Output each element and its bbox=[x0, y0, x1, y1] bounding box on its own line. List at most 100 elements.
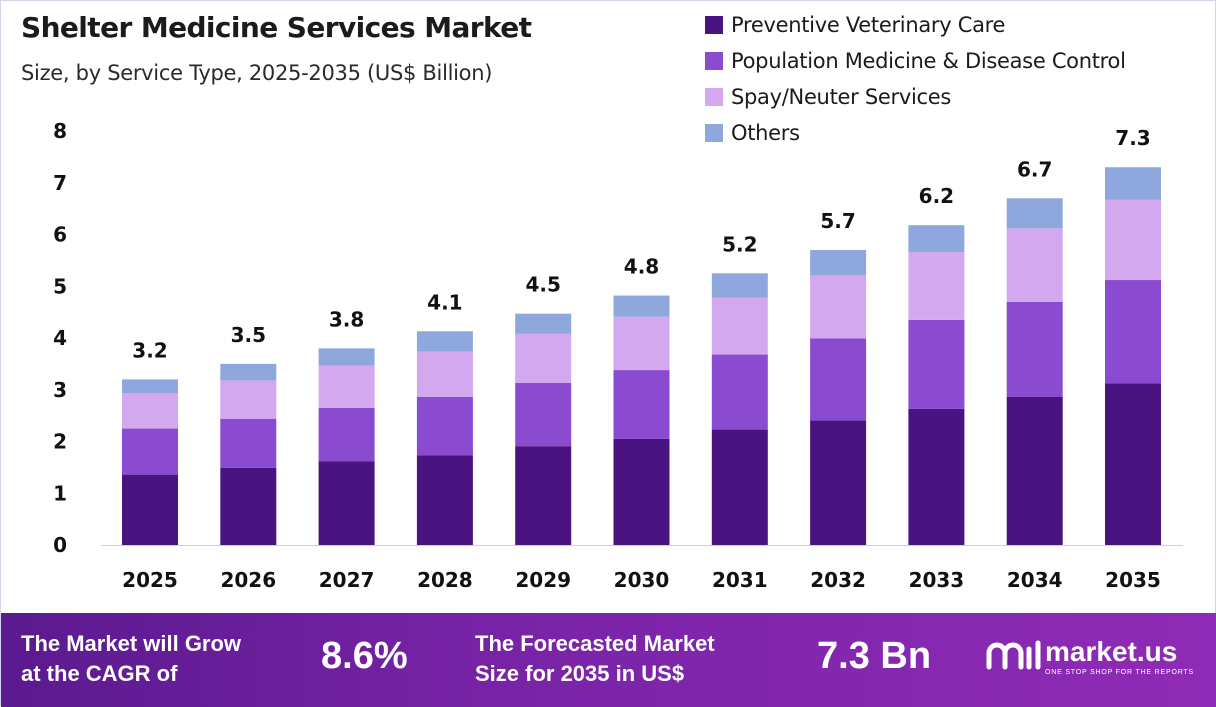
legend-item-preventive: Preventive Veterinary Care bbox=[705, 7, 1126, 43]
bar-segment-1 bbox=[220, 467, 277, 545]
bar-total-label: 4.1 bbox=[427, 290, 462, 314]
bar-segment-4 bbox=[711, 273, 768, 298]
bar-segment-3 bbox=[711, 297, 768, 355]
bar-total-label: 5.7 bbox=[820, 209, 855, 233]
forecast-caption-line1: The Forecasted Market bbox=[475, 631, 715, 656]
legend-label-others: Others bbox=[731, 121, 800, 145]
bar-total-label: 3.5 bbox=[231, 323, 266, 347]
bar-segment-2 bbox=[711, 354, 768, 430]
bar-segment-2 bbox=[1006, 301, 1063, 397]
x-tick-label: 2032 bbox=[810, 568, 866, 592]
bar-total-label: 4.8 bbox=[624, 255, 659, 279]
legend-swatch-population bbox=[705, 52, 723, 70]
bar-segment-3 bbox=[122, 393, 178, 429]
brand-name: market.us bbox=[1045, 636, 1178, 667]
bar-total-label: 3.8 bbox=[329, 307, 364, 331]
legend-item-population: Population Medicine & Disease Control bbox=[705, 43, 1126, 79]
x-tick-label: 2028 bbox=[417, 568, 473, 592]
bar-segment-2 bbox=[613, 370, 670, 439]
x-tick-label: 2035 bbox=[1105, 568, 1161, 592]
x-tick-label: 2030 bbox=[614, 568, 670, 592]
y-tick-label: 0 bbox=[53, 533, 67, 557]
legend-label-spay-neuter: Spay/Neuter Services bbox=[731, 85, 951, 109]
legend-swatch-spay-neuter bbox=[705, 88, 723, 106]
bar-segment-4 bbox=[515, 313, 572, 334]
bar-segment-2 bbox=[1105, 280, 1161, 384]
market-us-logo-icon bbox=[986, 640, 1041, 670]
legend-label-population: Population Medicine & Disease Control bbox=[731, 49, 1126, 73]
forecast-caption-line2: Size for 2035 in US$ bbox=[475, 661, 685, 686]
bar-segment-1 bbox=[1105, 383, 1161, 545]
bar-segment-1 bbox=[318, 461, 375, 545]
bar-segment-2 bbox=[122, 428, 178, 475]
bar-segment-2 bbox=[220, 418, 277, 468]
y-tick-label: 8 bbox=[53, 119, 67, 143]
bar-segment-4 bbox=[416, 331, 473, 352]
bar-segment-1 bbox=[515, 446, 572, 545]
bar-segment-2 bbox=[318, 407, 375, 462]
y-tick-label: 7 bbox=[53, 171, 67, 195]
x-tick-label: 2027 bbox=[319, 568, 375, 592]
bar-segment-4 bbox=[810, 250, 867, 276]
bar-segment-4 bbox=[1105, 167, 1161, 200]
bar-total-label: 5.2 bbox=[722, 232, 757, 256]
bar-segment-3 bbox=[1006, 228, 1063, 302]
y-tick-label: 5 bbox=[53, 274, 67, 298]
cagr-caption-line2: at the CAGR of bbox=[21, 661, 178, 686]
legend-label-preventive: Preventive Veterinary Care bbox=[731, 13, 1006, 37]
y-tick-label: 6 bbox=[53, 223, 67, 247]
bar-segment-2 bbox=[515, 383, 572, 447]
x-tick-label: 2033 bbox=[909, 568, 965, 592]
brand-tagline: ONE STOP SHOP FOR THE REPORTS bbox=[1045, 669, 1194, 676]
bar-segment-1 bbox=[1006, 396, 1063, 545]
bar-segment-1 bbox=[908, 408, 965, 545]
bar-segment-2 bbox=[908, 319, 965, 409]
bar-segment-2 bbox=[416, 396, 473, 456]
chart-legend: Preventive Veterinary Care Population Me… bbox=[705, 7, 1126, 151]
cagr-value: 8.6% bbox=[321, 635, 408, 677]
bar-segment-1 bbox=[416, 455, 473, 545]
bar-segment-1 bbox=[711, 429, 768, 545]
bar-segment-4 bbox=[220, 363, 277, 381]
bar-segment-4 bbox=[122, 379, 178, 394]
x-tick-label: 2025 bbox=[122, 568, 178, 592]
brand-logo: market.us ONE STOP SHOP FOR THE REPORTS bbox=[985, 637, 1194, 677]
x-tick-label: 2029 bbox=[515, 568, 571, 592]
y-tick-label: 1 bbox=[53, 481, 67, 505]
bar-segment-3 bbox=[1105, 199, 1161, 281]
x-tick-label: 2034 bbox=[1007, 568, 1063, 592]
legend-item-spay-neuter: Spay/Neuter Services bbox=[705, 79, 1126, 115]
bar-segment-1 bbox=[613, 438, 670, 545]
legend-item-others: Others bbox=[705, 115, 1126, 151]
bar-segment-1 bbox=[810, 420, 867, 545]
bar-segment-3 bbox=[416, 351, 473, 397]
bar-segment-3 bbox=[613, 316, 670, 371]
x-tick-label: 2031 bbox=[712, 568, 768, 592]
x-tick-label: 2026 bbox=[220, 568, 276, 592]
footer-banner: The Market will Grow at the CAGR of 8.6%… bbox=[1, 613, 1216, 707]
forecast-caption: The Forecasted Market Size for 2035 in U… bbox=[475, 629, 715, 689]
chart-subtitle: Size, by Service Type, 2025-2035 (US$ Bi… bbox=[21, 61, 493, 85]
y-tick-label: 2 bbox=[53, 430, 67, 454]
bar-segment-3 bbox=[220, 380, 277, 419]
legend-swatch-others bbox=[705, 124, 723, 142]
bar-total-label: 4.5 bbox=[525, 273, 560, 297]
y-tick-label: 4 bbox=[53, 326, 67, 350]
cagr-caption: The Market will Grow at the CAGR of bbox=[21, 629, 241, 689]
chart-title: Shelter Medicine Services Market bbox=[21, 11, 532, 44]
bar-segment-3 bbox=[908, 252, 965, 320]
legend-swatch-preventive bbox=[705, 16, 723, 34]
bar-segment-4 bbox=[908, 225, 965, 253]
bar-total-label: 3.2 bbox=[132, 338, 167, 362]
bar-segment-1 bbox=[122, 474, 178, 545]
bar-total-label: 6.7 bbox=[1017, 157, 1052, 181]
stacked-bar-chart: 0 1 2 3 4 5 6 7 8 3.2 2025 3.5 2026 3.8 2027 4.1 2028 4.5… bbox=[53, 119, 1183, 592]
y-tick-label: 3 bbox=[53, 378, 67, 402]
bar-total-label: 7.3 bbox=[1115, 126, 1150, 150]
bar-segment-4 bbox=[613, 295, 670, 317]
bar-segment-2 bbox=[810, 338, 867, 421]
cagr-caption-line1: The Market will Grow bbox=[21, 631, 242, 656]
bar-segment-4 bbox=[1006, 198, 1063, 229]
bar-segment-3 bbox=[318, 365, 375, 408]
bar-segment-3 bbox=[515, 333, 572, 384]
